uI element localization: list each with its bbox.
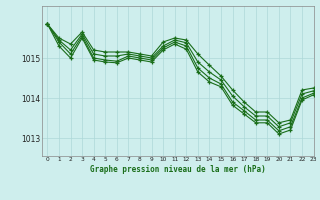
- X-axis label: Graphe pression niveau de la mer (hPa): Graphe pression niveau de la mer (hPa): [90, 165, 266, 174]
